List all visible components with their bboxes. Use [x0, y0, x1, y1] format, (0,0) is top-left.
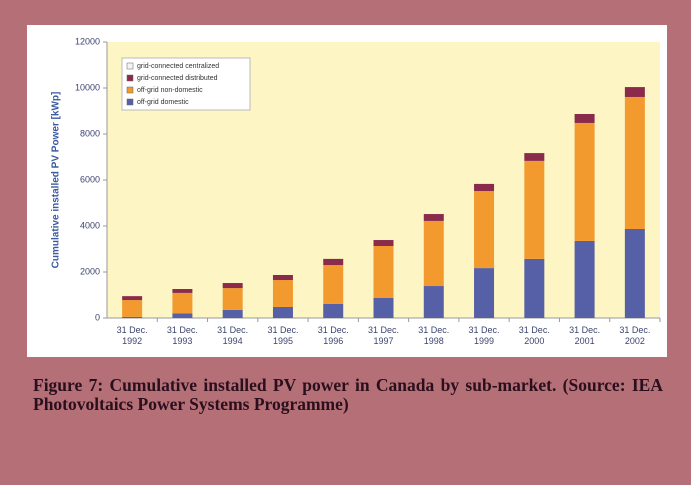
bar-segment: [222, 288, 243, 310]
bar-segment: [172, 292, 193, 314]
legend-label: grid-connected centralized: [137, 63, 219, 70]
y-tick-label: 4000: [80, 220, 100, 230]
x-tick-label: 31 Dec. 2000: [518, 325, 550, 346]
bar-segment: [524, 153, 545, 161]
bar-segment: [323, 265, 344, 304]
y-tick-label: 12000: [75, 36, 100, 46]
y-axis-label: Cumulative installed PV Power [kWp]: [51, 92, 62, 269]
bar-segment: [222, 309, 243, 318]
bar-segment: [423, 286, 444, 318]
bar-segment: [373, 246, 394, 298]
legend-label: off-grid non-domestic: [137, 87, 203, 94]
x-tick-label: 31 Dec. 1993: [166, 325, 198, 346]
bar-segment: [272, 274, 293, 281]
y-tick-label: 6000: [80, 174, 100, 184]
bar-segment: [323, 303, 344, 318]
bar-segment: [323, 258, 344, 266]
bar-segment: [474, 191, 495, 269]
bar-segment: [574, 240, 595, 318]
bar-segment: [574, 122, 595, 241]
bar-segment: [172, 313, 193, 318]
bar-segment: [172, 289, 193, 293]
bar-segment: [272, 280, 293, 307]
legend-swatch: [126, 62, 134, 70]
x-tick-label: 31 Dec. 1998: [418, 325, 450, 346]
bar-segment: [122, 296, 143, 301]
bar-segment: [474, 268, 495, 318]
bar-segment: [222, 283, 243, 289]
x-tick-label: 31 Dec. 1995: [267, 325, 299, 346]
bar-segment: [624, 87, 645, 97]
bar-segment: [272, 306, 293, 318]
x-tick-label: 31 Dec. 1996: [317, 325, 349, 346]
legend-label: off-grid domestic: [137, 99, 189, 106]
figure-caption: Figure 7: Cumulative installed PV power …: [33, 375, 663, 414]
legend-label: grid-connected distributed: [137, 75, 218, 82]
bar-segment: [474, 183, 495, 192]
bar-segment: [524, 258, 545, 318]
bar-segment: [574, 113, 595, 123]
bar-segment: [624, 96, 645, 229]
legend-swatch: [126, 74, 134, 82]
x-tick-label: 31 Dec. 1997: [367, 325, 400, 346]
y-tick-label: 10000: [75, 82, 100, 92]
bar-segment: [423, 214, 444, 221]
bar-segment: [524, 160, 545, 259]
bar-segment: [423, 220, 444, 287]
bar-segment: [373, 240, 394, 247]
x-tick-label: 31 Dec. 1999: [468, 325, 500, 346]
y-tick-label: 8000: [80, 128, 100, 138]
legend-box: [121, 57, 251, 111]
x-tick-label: 31 Dec. 2002: [619, 325, 651, 346]
bar-segment: [122, 316, 143, 318]
bar-segment: [624, 228, 645, 318]
legend-swatch: [126, 98, 134, 106]
y-tick-label: 2000: [80, 266, 100, 276]
legend-swatch: [126, 86, 134, 94]
x-tick-label: 31 Dec. 2001: [569, 325, 601, 346]
x-tick-label: 31 Dec. 1994: [217, 325, 249, 346]
y-tick-label: 0: [95, 312, 100, 322]
x-tick-label: 31 Dec. 1992: [116, 325, 148, 346]
bar-segment: [373, 297, 394, 318]
bar-segment: [122, 300, 143, 317]
